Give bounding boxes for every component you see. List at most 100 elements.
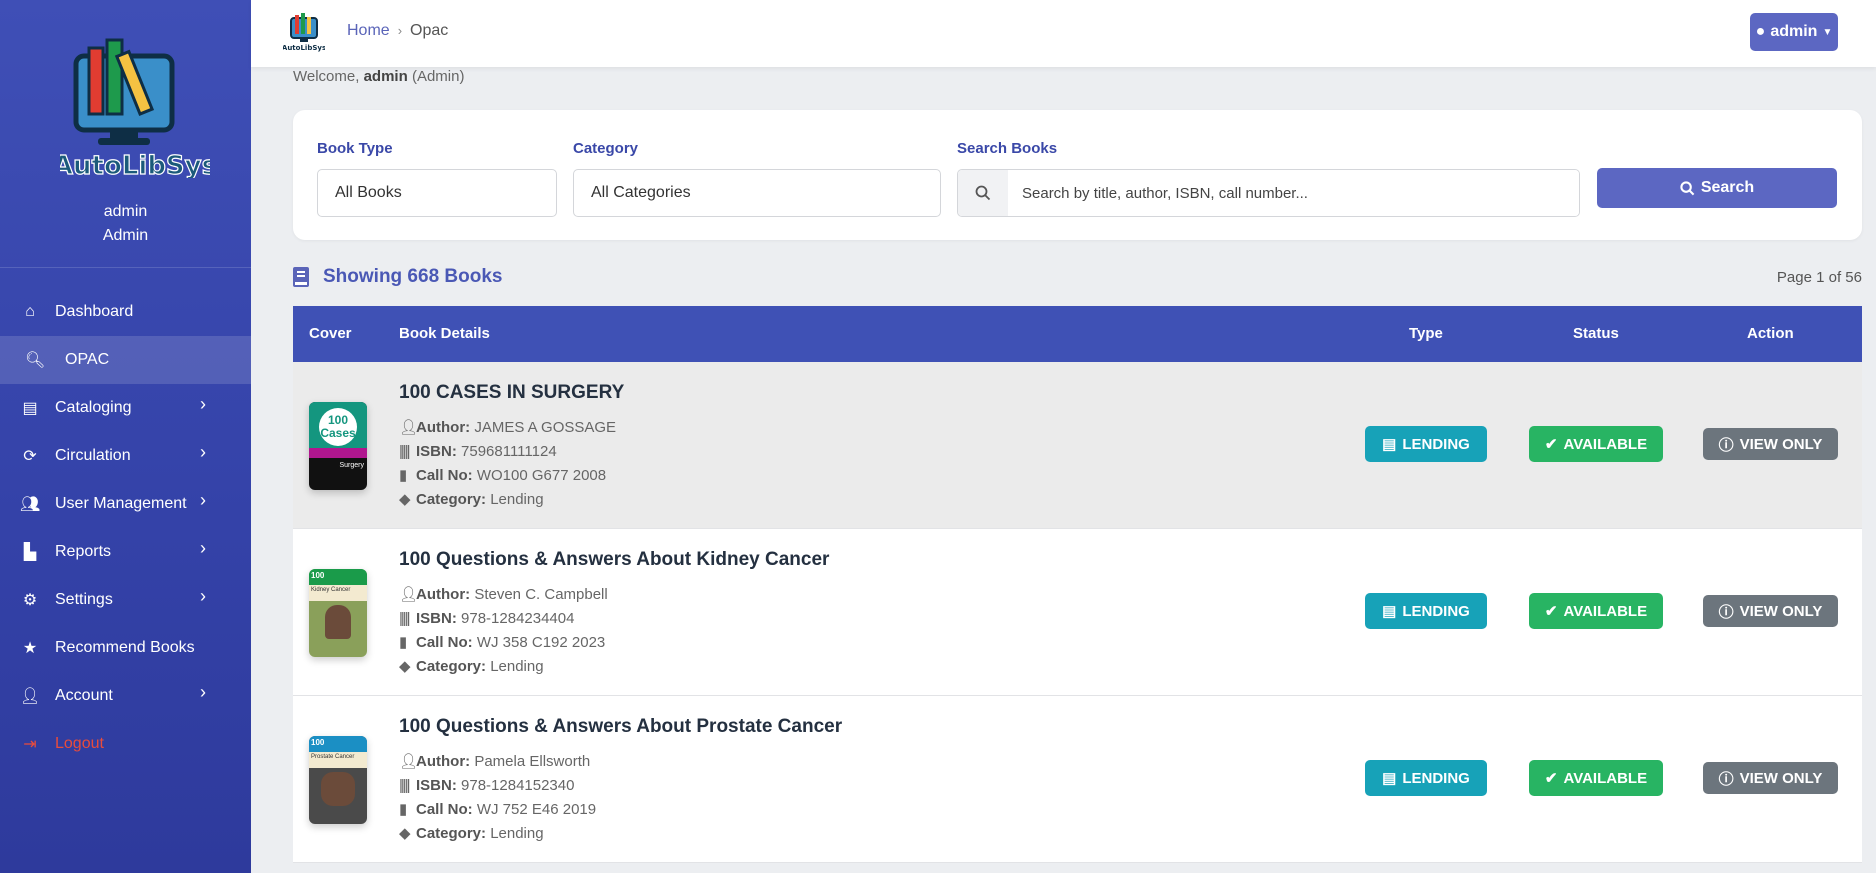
category-label: Category:: [416, 825, 487, 842]
book-details: 👤︎Author: Steven C. Campbell ||||| ISBN: …: [399, 583, 608, 679]
breadcrumb-home[interactable]: Home: [347, 22, 390, 39]
search-books-label: Search Books: [957, 140, 1058, 157]
col-cover: Cover: [309, 325, 352, 342]
search-icon: [958, 170, 1008, 216]
status-badge: ✔ AVAILABLE: [1529, 760, 1663, 796]
col-type: Type: [1409, 325, 1443, 342]
search-input[interactable]: [1008, 170, 1579, 216]
view-only-button[interactable]: ⓘ VIEW ONLY: [1703, 428, 1838, 460]
header-logo[interactable]: AutoLibSys: [283, 12, 325, 52]
book-icon: [293, 267, 309, 287]
isbn-label: ISBN:: [416, 443, 457, 460]
user-menu-label: admin: [1770, 23, 1818, 40]
book-call-no: WJ 358 C192 2023: [476, 634, 606, 651]
sidebar-item-user-management[interactable]: 👥︎ User Management ›: [0, 480, 251, 528]
breadcrumb-separator: ›: [397, 23, 403, 38]
book-cover: 100 Kidney Cancer: [309, 569, 367, 657]
col-action: Action: [1747, 325, 1794, 342]
search-icon: 🔍︎: [25, 352, 46, 369]
barcode-icon: |||||: [399, 777, 410, 794]
sidebar-item-cataloging[interactable]: ▤ Cataloging ›: [0, 384, 251, 432]
book-isbn: 978-1284234404: [461, 610, 575, 627]
caret-down-icon: ▼: [1822, 26, 1833, 38]
welcome-role: (Admin): [411, 68, 465, 85]
sidebar-item-label: Cataloging: [55, 399, 132, 416]
book-title: 100 Questions & Answers About Kidney Can…: [399, 549, 830, 570]
sidebar-item-account[interactable]: 👤︎ Account ›: [0, 672, 251, 720]
sidebar-item-dashboard[interactable]: ⌂ Dashboard: [0, 288, 251, 336]
tag-icon: ◆: [399, 658, 411, 675]
sidebar-item-recommend-books[interactable]: ★ Recommend Books: [0, 624, 251, 672]
chevron-right-icon: ›: [200, 586, 206, 606]
sidebar-divider: [0, 267, 251, 268]
sidebar-item-opac[interactable]: 🔍︎ OPAC: [0, 336, 251, 384]
action-label: VIEW ONLY: [1739, 769, 1823, 787]
type-label: LENDING: [1402, 602, 1470, 620]
type-badge: ▤ LENDING: [1365, 426, 1487, 462]
user-menu-button[interactable]: ● admin ▼: [1750, 13, 1838, 51]
chevron-right-icon: ›: [200, 490, 206, 510]
logout-icon: ⇥: [23, 736, 37, 753]
bookmark-icon: ▮: [399, 634, 408, 651]
book-cover: 100 Cases Surgery: [309, 402, 367, 490]
sidebar-item-settings[interactable]: ⚙ Settings ›: [0, 576, 251, 624]
welcome-name: admin: [363, 68, 408, 85]
welcome-prefix: Welcome,: [293, 68, 360, 85]
book-category: Lending: [490, 491, 544, 508]
book-title: 100 Questions & Answers About Prostate C…: [399, 716, 843, 737]
status-label: AVAILABLE: [1563, 435, 1648, 453]
results-count: Showing 668 Books: [323, 266, 503, 287]
sidebar-item-label: Circulation: [55, 447, 131, 464]
check-circle-icon: ✔: [1544, 436, 1558, 453]
table-header: Cover Book Details Type Status Action: [293, 306, 1862, 362]
col-book-details: Book Details: [399, 325, 490, 342]
action-label: VIEW ONLY: [1739, 435, 1823, 453]
table-row: 100 Prostate Cancer 100 Questions & Answe…: [293, 696, 1862, 863]
user-icon: 👤︎: [20, 688, 41, 705]
book-cover: 100 Prostate Cancer: [309, 736, 367, 824]
page-info: Page 1 of 56: [1776, 269, 1862, 286]
chevron-right-icon: ›: [200, 442, 206, 462]
category-select[interactable]: All Categories: [573, 169, 941, 217]
users-icon: 👥︎: [20, 496, 41, 513]
view-only-button[interactable]: ⓘ VIEW ONLY: [1703, 595, 1838, 627]
tag-icon: ◆: [399, 491, 411, 508]
book-icon: ▤: [1382, 770, 1397, 787]
book-details: 👤︎Author: Pamela Ellsworth ||||| ISBN: 97…: [399, 750, 596, 846]
table-row: 100 Cases Surgery 100 CASES IN SURGERY 👤︎A…: [293, 362, 1862, 529]
check-circle-icon: ✔: [1544, 770, 1558, 787]
author-label: Author:: [416, 419, 471, 436]
sidebar-menu: ⌂ Dashboard 🔍︎ OPAC ▤ Cataloging › ⟳ Circulation…: [0, 288, 251, 768]
logo-text: AutoLibSys: [60, 151, 210, 178]
book-isbn: 759681111124: [461, 443, 557, 460]
book-title: 100 CASES IN SURGERY: [399, 382, 625, 403]
sidebar-item-circulation[interactable]: ⟳ Circulation ›: [0, 432, 251, 480]
call-no-label: Call No:: [416, 801, 473, 818]
sidebar-item-reports[interactable]: ▙ Reports ›: [0, 528, 251, 576]
chevron-right-icon: ›: [200, 394, 206, 414]
search-button[interactable]: Search: [1597, 168, 1837, 208]
sidebar-user-name: admin: [103, 203, 148, 220]
books-table: Cover Book Details Type Status Action 10…: [293, 306, 1862, 863]
barcode-icon: |||||: [399, 443, 410, 460]
user-icon: 👤︎: [399, 419, 419, 436]
author-label: Author:: [416, 586, 471, 603]
chevron-right-icon: ›: [200, 682, 206, 702]
table-row: 100 Kidney Cancer 100 Questions & Answers…: [293, 529, 1862, 696]
svg-text:AutoLibSys: AutoLibSys: [283, 44, 325, 52]
sidebar-item-label: Logout: [55, 735, 104, 752]
type-label: LENDING: [1402, 769, 1470, 787]
user-icon: 👤︎: [399, 586, 419, 603]
type-badge: ▤ LENDING: [1365, 593, 1487, 629]
search-icon: [1680, 180, 1695, 195]
chevron-right-icon: ›: [200, 538, 206, 558]
book-type-label: Book Type: [317, 140, 393, 157]
call-no-label: Call No:: [416, 634, 473, 651]
sidebar-item-logout[interactable]: ⇥ Logout: [0, 720, 251, 768]
author-label: Author:: [416, 753, 471, 770]
book-type-select[interactable]: All Books: [317, 169, 557, 217]
category-label: Category: [573, 140, 639, 157]
gear-icon: ⚙: [22, 592, 38, 609]
isbn-label: ISBN:: [416, 777, 457, 794]
view-only-button[interactable]: ⓘ VIEW ONLY: [1703, 762, 1838, 794]
